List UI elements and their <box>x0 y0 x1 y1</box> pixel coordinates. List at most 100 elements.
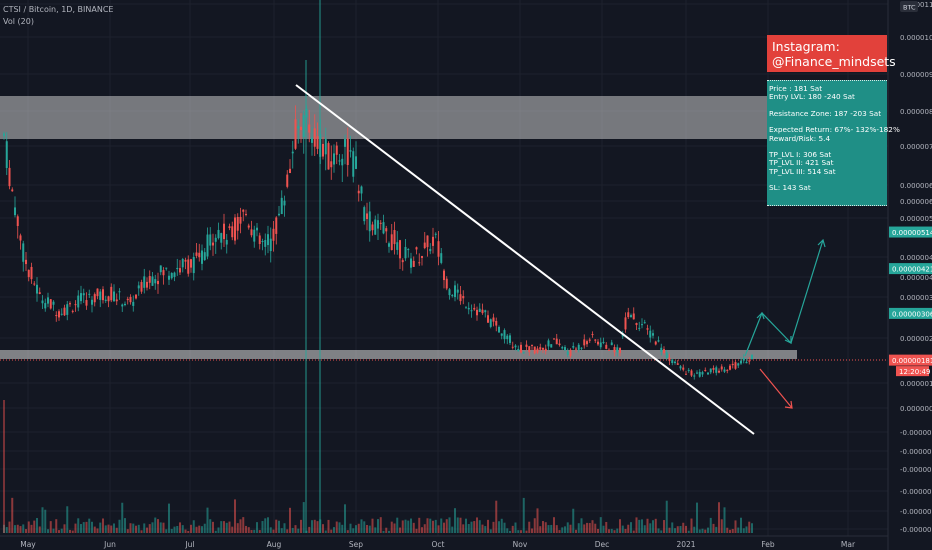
volume-bar <box>93 526 96 533</box>
volume-bar <box>41 507 44 533</box>
price-axis[interactable]: 0.000011500.000010500.000009500.00000850… <box>887 0 932 550</box>
candle-body <box>151 276 154 286</box>
candle-body <box>641 324 643 326</box>
volume-bar <box>613 530 616 533</box>
symbol-title[interactable]: CTSI / Bitcoin, 1D, BINANCE <box>3 5 114 14</box>
bearish-projection-arrow[interactable] <box>759 368 793 409</box>
volume-bar <box>55 519 58 533</box>
candle-body <box>313 128 316 147</box>
y-tick-label: 0.00000060 <box>900 405 932 413</box>
candle-body <box>440 253 443 263</box>
y-tick-label: 0.00000120 <box>900 380 932 388</box>
volume-bar <box>635 517 638 533</box>
volume-bar <box>363 521 366 533</box>
volume-bar <box>91 521 93 533</box>
volume-bar <box>443 522 445 533</box>
resistance-zone-upper[interactable] <box>0 96 797 139</box>
candle-body <box>437 241 440 257</box>
currency-badge[interactable] <box>900 1 918 12</box>
candle-body <box>660 347 663 352</box>
candle-body <box>393 230 396 245</box>
y-tick-label: 0.00000750 <box>900 143 932 151</box>
candle-body <box>77 295 80 308</box>
candle-body <box>5 141 8 169</box>
trendline[interactable] <box>295 84 755 435</box>
candle-body <box>377 220 379 229</box>
candle-body <box>388 243 390 247</box>
bullish-projection-arrow[interactable] <box>744 239 824 357</box>
candle-body <box>225 239 228 245</box>
volume-bar <box>503 522 506 533</box>
volume-bar <box>168 503 170 533</box>
candle-body <box>99 291 102 300</box>
volume-bar <box>327 519 330 533</box>
candle-body <box>311 137 313 143</box>
time-axis[interactable]: May Jun Jul Aug Sep Oct Nov Dec 2021 Feb Mar <box>0 535 888 549</box>
y-tick-label: 0.00000550 <box>900 215 932 223</box>
candle-body <box>539 347 542 350</box>
volume-bar <box>511 525 514 533</box>
candle-body <box>522 352 525 354</box>
x-tick-label: Dec <box>595 540 610 549</box>
candle-body <box>110 286 113 301</box>
candle-body <box>14 207 16 216</box>
volume-bar <box>396 517 399 533</box>
candle-body <box>261 240 264 242</box>
candle-body <box>327 143 330 170</box>
candle-body <box>583 339 586 346</box>
volume-bar <box>184 529 187 533</box>
volume-bar <box>377 519 379 533</box>
candle-body <box>322 143 324 157</box>
candle-body <box>663 349 665 353</box>
volume-bar <box>484 526 487 533</box>
candle-body <box>58 311 60 318</box>
candle-body <box>104 299 107 301</box>
candle-body <box>198 252 201 258</box>
candle-body <box>195 252 198 256</box>
volume-bar <box>698 529 701 533</box>
candle-body <box>93 294 96 303</box>
volume-bar <box>663 520 665 533</box>
volume-legend[interactable]: Vol (20) <box>3 17 34 26</box>
volume-bar <box>330 529 333 533</box>
volume-bar <box>641 519 643 533</box>
volume-bar <box>214 530 217 533</box>
volume-bar <box>660 530 663 533</box>
candle-body <box>247 225 250 228</box>
candle-body <box>52 301 55 305</box>
trade-plan-note[interactable]: Price : 181 Sat Entry LVL: 180 -240 Sat Re… <box>767 80 900 206</box>
volume-bar <box>652 520 654 533</box>
candle-body <box>418 262 421 264</box>
y-tick-label: 0.00000240 <box>900 335 932 343</box>
candle-body <box>275 217 278 234</box>
candle-body <box>82 293 85 296</box>
candle-body <box>289 168 291 174</box>
candle-body <box>366 213 368 220</box>
volume-bar <box>250 530 253 533</box>
volume-bar <box>102 518 104 533</box>
candle-body <box>610 342 613 346</box>
candle-body <box>371 224 374 231</box>
candle-body <box>597 341 599 345</box>
candle-body <box>698 371 701 377</box>
volume-bar <box>462 524 465 533</box>
volume-bar <box>555 525 558 533</box>
volume-bar <box>344 504 346 533</box>
volume-bar <box>192 520 195 533</box>
candle-body <box>187 259 190 274</box>
volume-bar <box>465 518 467 533</box>
candle-body <box>165 267 168 269</box>
candle-body <box>203 252 206 260</box>
volume-bar <box>514 522 517 533</box>
volume-bar <box>654 518 657 533</box>
volume-bar <box>682 522 685 533</box>
volume-bar <box>203 523 206 533</box>
volume-bar <box>399 527 401 533</box>
support-zone[interactable] <box>0 350 797 359</box>
volume-bar <box>481 524 484 533</box>
volume-bar <box>412 522 415 533</box>
candle-body <box>335 145 338 155</box>
candle-body <box>228 226 231 229</box>
x-tick-label: Sep <box>349 540 363 549</box>
candle-body <box>115 299 118 302</box>
